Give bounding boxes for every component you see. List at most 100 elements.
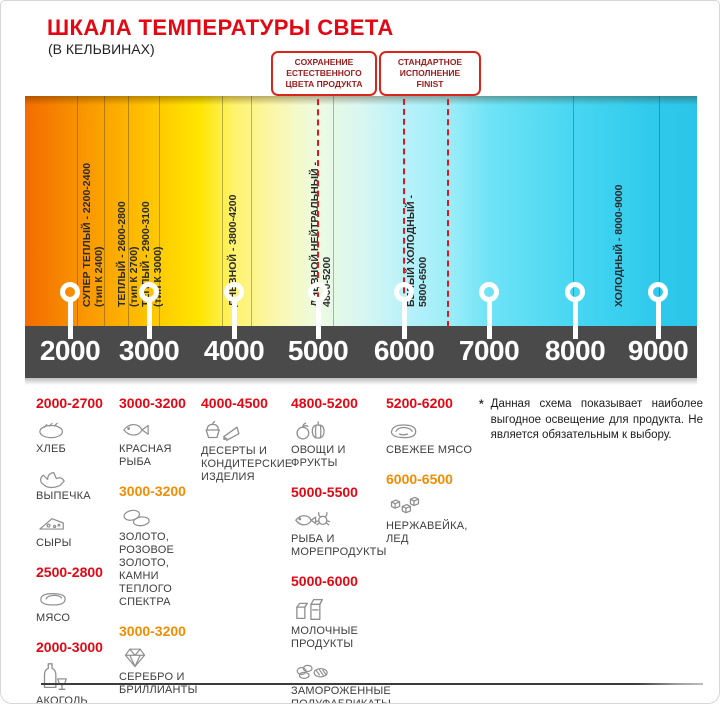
food-column-2: 3000-3200 КРАСНАЯ РЫБА 3000-3200 ЗОЛОТО,…	[119, 395, 199, 703]
tick-8000: 8000	[544, 335, 606, 366]
food-item-alcohol: АКОГОЛЬ	[36, 660, 114, 704]
food-item-label: АКОГОЛЬ	[36, 694, 88, 704]
range-header: 4800-5200	[291, 395, 358, 411]
food-item-label: МЯСО	[36, 611, 71, 624]
scale-marker-stem	[573, 300, 578, 339]
range-header: 5200-6200	[386, 395, 453, 411]
band-separator	[659, 96, 660, 326]
footnote-text: Данная схема показывает наиболее выгодно…	[490, 398, 703, 442]
band-label-warm-2700: ТЕПЛЫЙ - 2600-2800 (тип К 2700)	[116, 201, 140, 307]
band-separator	[573, 96, 574, 326]
range-header: 3000-3200	[119, 622, 186, 639]
page-subtitle: (В КЕЛЬВИНАХ)	[48, 41, 155, 57]
dashed-line-5000	[317, 89, 319, 339]
alcohol-icon	[43, 662, 67, 690]
fruits-icon	[296, 421, 325, 440]
food-item-label: РЫБА И МОРЕПРОДУКТЫ	[291, 532, 387, 558]
callout-natural-color: СОХРАНЕНИЕ ЕСТЕСТВЕННОГО ЦВЕТА ПРОДУКТА	[271, 51, 377, 97]
kelvin-scale-bar: 2000 3000 4000 5000 6000 7000 8000 9000	[25, 326, 697, 378]
band-label-line: 5800-6500	[417, 256, 429, 307]
food-item-label: КРАСНАЯ РЫБА	[119, 443, 172, 468]
food-item-label: ЗОЛОТО, РОЗОВОЕ ЗОЛОТО, КАМНИ ТЕПЛОГО СП…	[119, 530, 174, 608]
ice-icon	[390, 496, 420, 514]
band-label-line: ХОЛОДНЫЙ - 8000-9000	[613, 184, 625, 307]
range-header: 6000-6500	[386, 470, 453, 487]
food-item-label: СЫРЫ	[36, 536, 72, 549]
food-column-5: 5200-6200 СВЕЖЕЕ МЯСО 6000-6500 НЕРЖАВЕЙ…	[386, 395, 474, 553]
food-item-label: СВЕЖЕЕ МЯСО	[386, 444, 473, 456]
scale-marker-stem	[402, 300, 407, 339]
range-header: 5000-6000	[291, 572, 358, 589]
tick-5000: 5000	[287, 335, 349, 366]
food-item-label: ХЛЕБ	[36, 443, 66, 455]
food-item-label: ВЫПЕЧКА	[36, 489, 91, 502]
food-item-silver: СЕРЕБРО И БРИЛЛИАНТЫ	[119, 644, 199, 697]
food-item-meat: МЯСО	[36, 585, 114, 625]
seafood-icon	[295, 511, 331, 526]
band-label-line: ТЕПЛЫЙ - 2600-2800	[116, 201, 128, 307]
callout-standard-finist: СТАНДАРТНОЕ ИСПОЛНЕНИЕ FINIST	[379, 51, 481, 97]
range-header: 2000-3000	[36, 638, 103, 655]
band-separator	[128, 96, 129, 326]
food-column-1: 2000-2700 ХЛЕБ ВЫПЕЧКА СЫРЫ 2500-2800 МЯ…	[36, 395, 114, 704]
range-header: 3000-3200	[119, 395, 186, 411]
dairy-icon	[296, 598, 323, 620]
scale-marker-5000	[308, 282, 328, 302]
temperature-gradient-bar	[25, 96, 697, 326]
band-separator	[104, 96, 105, 326]
frozen-icon	[296, 664, 328, 679]
food-item-fresh-meat: СВЕЖЕЕ МЯСО	[386, 416, 474, 457]
band-separator	[333, 96, 334, 326]
food-item-label: ЗАМОРОЖЕННЫЕ ПОЛУФАБРИКАТЫ	[291, 684, 392, 704]
food-item-cheese: СЫРЫ	[36, 510, 114, 550]
scale-marker-7000	[479, 282, 499, 302]
fish-icon	[123, 424, 149, 436]
scale-marker-8000	[565, 282, 585, 302]
band-separator	[77, 96, 78, 326]
food-item-label: СЕРЕБРО И БРИЛЛИАНТЫ	[119, 670, 198, 696]
food-item-seafood: РЫБА И МОРЕПРОДУКТЫ	[291, 505, 387, 559]
range-header: 4000-4500	[201, 395, 268, 411]
scale-marker-stem	[656, 300, 661, 339]
food-item-pastry: ВЫПЕЧКА	[36, 463, 114, 503]
footer-divider	[41, 683, 703, 685]
tick-7000: 7000	[458, 335, 520, 366]
dashed-line-6500	[447, 89, 449, 327]
food-item-frozen: ЗАМОРОЖЕННЫЕ ПОЛУФАБРИКАТЫ	[291, 658, 392, 704]
diamond-icon	[124, 648, 146, 667]
food-item-label: ОВОЩИ И ФРУКТЫ	[291, 444, 346, 469]
range-header: 5000-5500	[291, 483, 358, 500]
tick-2000: 2000	[39, 335, 101, 366]
scale-marker-3000	[139, 282, 159, 302]
scale-marker-stem	[147, 300, 152, 339]
food-item-ice: НЕРЖАВЕЙКА, ЛЕД	[386, 492, 474, 546]
range-header: 3000-3200	[119, 482, 186, 499]
meat-icon	[40, 592, 66, 606]
dashed-line-6000	[403, 89, 405, 333]
scale-bar-shadow	[25, 378, 697, 385]
band-label-cold: ХОЛОДНЫЙ - 8000-9000	[613, 185, 625, 307]
food-item-label: НЕРЖАВЕЙКА, ЛЕД	[386, 519, 468, 545]
scale-marker-stem	[316, 300, 321, 339]
scale-marker-2000	[60, 282, 80, 302]
food-item-gold: ЗОЛОТО, РОЗОВОЕ ЗОЛОТО, КАМНИ ТЕПЛОГО СП…	[119, 504, 199, 609]
food-item-label: МОЛОЧНЫЕ ПРОДУКТЫ	[291, 624, 359, 650]
scale-marker-stem	[232, 300, 237, 339]
food-column-4: 4800-5200 ОВОЩИ И ФРУКТЫ 5000-5500 РЫБА …	[291, 395, 392, 704]
range-header: 2000-2700	[36, 395, 103, 411]
scale-marker-stem	[487, 300, 492, 339]
band-separator	[222, 96, 223, 326]
pastry-icon	[40, 471, 65, 489]
tick-4000: 4000	[203, 335, 265, 366]
food-column-3: 4000-4500 ДЕСЕРТЫ И КОНДИТЕРСКИЕ ИЗДЕЛИЯ	[201, 395, 292, 491]
tick-9000: 9000	[627, 335, 689, 366]
food-item-bread: ХЛЕБ	[36, 416, 114, 456]
food-item-desserts: ДЕСЕРТЫ И КОНДИТЕРСКИЕ ИЗДЕЛИЯ	[201, 416, 292, 484]
scale-marker-6000	[394, 282, 414, 302]
band-separator	[159, 96, 160, 326]
rings-icon	[123, 509, 150, 527]
scale-marker-stem	[68, 300, 73, 339]
scale-marker-9000	[648, 282, 668, 302]
band-label-super-warm: СУПЕР ТЕПЛЫЙ - 2200-2400 (тип К 2400)	[81, 163, 105, 307]
